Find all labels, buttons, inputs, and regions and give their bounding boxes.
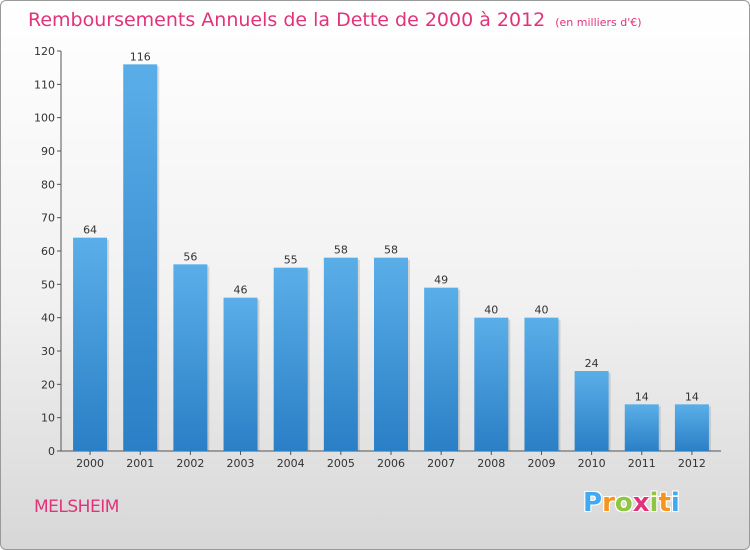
data-label: 58	[384, 244, 398, 257]
bar-2009	[524, 317, 559, 451]
x-tick-label: 2004	[277, 457, 305, 470]
y-tick-label: 30	[41, 345, 55, 358]
bars: 64 116 56 46 55 58 58 49 40 40 24 14 14	[73, 50, 711, 452]
proxiti-logo: Proxiti	[583, 488, 680, 518]
y-tick-label: 20	[41, 378, 55, 391]
data-label: 56	[183, 250, 197, 263]
bar-2010	[574, 371, 609, 451]
y-tick-label: 50	[41, 278, 55, 291]
logo-letter: i	[670, 488, 680, 518]
x-tick-label: 2001	[126, 457, 154, 470]
data-label: 49	[434, 274, 448, 287]
y-tick-label: 60	[41, 245, 55, 258]
data-label: 64	[83, 224, 97, 237]
data-label: 116	[130, 50, 151, 63]
chart-unit: (en milliers d'€)	[555, 16, 642, 29]
x-tick-label: 2011	[628, 457, 656, 470]
x-tick-label: 2008	[477, 457, 505, 470]
x-tick-label: 2012	[678, 457, 706, 470]
axes: 0 10 20 30 40 50 60 70 80 90 100 110 120 2000 2001 2002…	[34, 45, 721, 470]
bar-2012	[674, 404, 709, 451]
data-label: 14	[685, 390, 699, 403]
data-label: 46	[234, 284, 248, 297]
x-tick-label: 2000	[76, 457, 104, 470]
data-label: 40	[484, 304, 498, 317]
commune-name: MELSHEIM	[34, 497, 119, 517]
data-label: 58	[334, 244, 348, 257]
bar-2002	[173, 264, 208, 451]
x-tick-label: 2005	[327, 457, 355, 470]
y-tick-label: 120	[34, 45, 55, 58]
x-tick-label: 2002	[176, 457, 204, 470]
x-tick-label: 2010	[578, 457, 606, 470]
logo-letter: o	[614, 488, 633, 518]
bar-2001	[123, 64, 158, 452]
bar-2008	[474, 317, 509, 451]
y-tick-label: 40	[41, 312, 55, 325]
y-tick-label: 100	[34, 112, 55, 125]
logo-letter: i	[649, 488, 659, 518]
bar-2003	[223, 297, 258, 451]
y-tick-label: 70	[41, 212, 55, 225]
y-tick-label: 110	[34, 78, 55, 91]
logo-letter: P	[583, 488, 603, 518]
bar-2004	[273, 267, 308, 451]
data-label: 40	[534, 304, 548, 317]
x-tick-label: 2003	[227, 457, 255, 470]
logo-letter: r	[602, 488, 615, 518]
logo-letter: x	[632, 488, 650, 518]
logo-letter: t	[658, 488, 671, 518]
y-tick-label: 80	[41, 178, 55, 191]
bar-2005	[323, 257, 358, 451]
bar-2000	[73, 237, 108, 451]
bar-2006	[374, 257, 408, 451]
data-label: 24	[585, 357, 599, 370]
data-label: 14	[635, 390, 649, 403]
y-tick-label: 10	[41, 412, 55, 425]
x-tick-label: 2006	[377, 457, 405, 470]
chart-title: Remboursements Annuels de la Dette de 20…	[28, 9, 642, 31]
y-tick-label: 90	[41, 145, 55, 158]
data-label: 55	[284, 254, 298, 267]
bar-2011	[624, 404, 659, 451]
x-tick-label: 2007	[427, 457, 455, 470]
y-tick-label: 0	[48, 445, 55, 458]
bar-2007	[424, 287, 459, 451]
chart-title-text: Remboursements Annuels de la Dette de 20…	[28, 9, 546, 31]
x-tick-label: 2009	[527, 457, 555, 470]
